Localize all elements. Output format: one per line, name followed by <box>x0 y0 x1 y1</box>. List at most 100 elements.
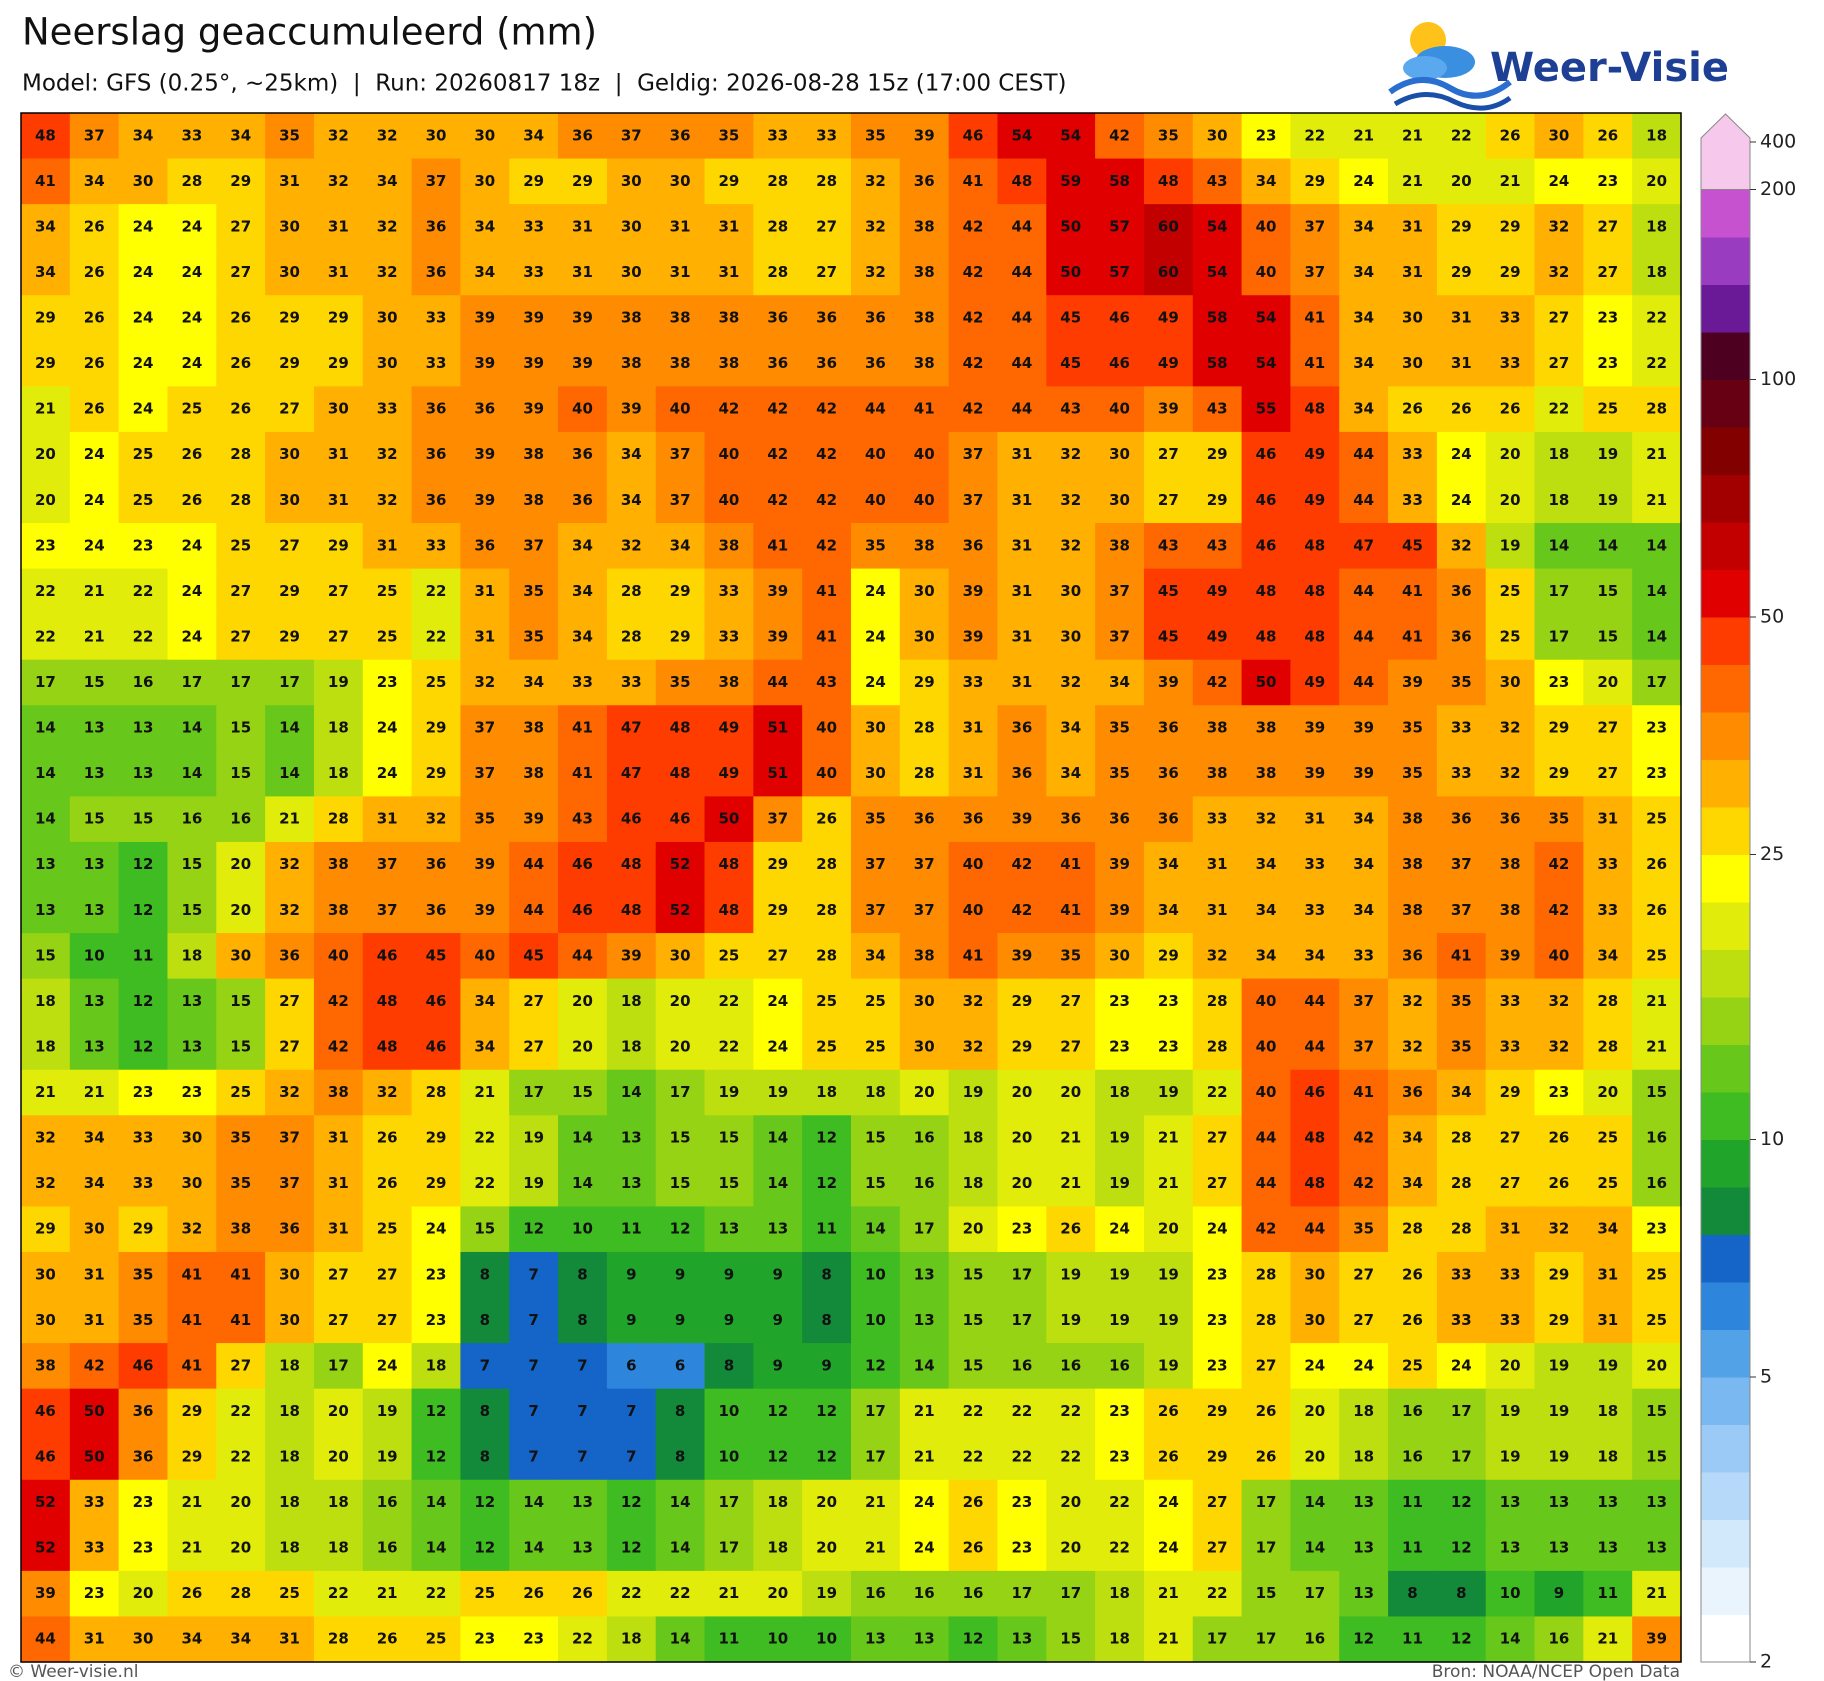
cell-label: 13 <box>572 1493 593 1511</box>
precip-cell <box>1192 705 1243 752</box>
precip-cell <box>509 705 559 752</box>
cell-label: 30 <box>328 400 349 418</box>
cell-label: 19 <box>377 1447 398 1465</box>
cell-label: 21 <box>1158 1584 1179 1602</box>
precip-cell <box>460 1570 510 1618</box>
precip-cell <box>899 477 950 524</box>
cell-label: 39 <box>1646 1630 1667 1648</box>
cell-label: 38 <box>719 309 740 327</box>
cell-label: 20 <box>1500 445 1521 463</box>
cell-label: 38 <box>1402 901 1423 919</box>
precip-cell <box>167 750 217 797</box>
cell-label: 31 <box>1597 810 1618 828</box>
cell-label: 24 <box>133 354 154 372</box>
cell-label: 12 <box>1451 1493 1472 1511</box>
footer-left: © Weer-visie.nl <box>8 1662 138 1681</box>
cell-label: 34 <box>1353 855 1374 873</box>
precip-cell <box>313 431 364 479</box>
cell-label: 8 <box>724 1356 734 1374</box>
precip-cell <box>753 659 803 706</box>
cell-label: 18 <box>1109 1083 1130 1101</box>
cell-label: 39 <box>1109 855 1130 873</box>
precip-cell <box>1485 705 1536 752</box>
cell-label: 16 <box>963 1584 984 1602</box>
precip-cell <box>216 386 266 433</box>
cell-label: 39 <box>474 354 495 372</box>
cell-label: 41 <box>1060 901 1081 919</box>
cell-label: 8 <box>577 1311 587 1329</box>
precip-cell <box>118 477 169 524</box>
precip-cell <box>704 568 754 615</box>
cell-label: 7 <box>528 1447 538 1465</box>
cell-label: 46 <box>1304 1083 1325 1101</box>
cell-label: 23 <box>1158 992 1179 1010</box>
precip-cell <box>313 523 364 570</box>
precip-cell <box>753 1343 803 1390</box>
cell-label: 18 <box>1549 445 1570 463</box>
cell-label: 29 <box>670 582 691 600</box>
cell-label: 13 <box>35 901 56 919</box>
cell-label: 28 <box>1256 1265 1277 1283</box>
cell-label: 45 <box>1158 627 1179 645</box>
cell-label: 33 <box>1451 719 1472 737</box>
cell-label: 33 <box>377 400 398 418</box>
cell-label: 20 <box>572 992 593 1010</box>
cell-label: 36 <box>767 354 788 372</box>
precip-cell <box>313 340 364 387</box>
precip-cell <box>655 705 706 752</box>
precip-cell <box>997 113 1047 160</box>
cell-label: 30 <box>181 1129 202 1147</box>
precip-cell <box>362 113 413 160</box>
precip-cell <box>69 249 120 296</box>
precip-cell <box>1436 1525 1487 1572</box>
cell-label: 33 <box>1451 764 1472 782</box>
cell-label: 46 <box>670 810 691 828</box>
precip-cell <box>118 614 169 661</box>
cell-label: 25 <box>1402 1356 1423 1374</box>
precip-cell <box>216 1479 266 1526</box>
cell-label: 31 <box>279 1630 300 1648</box>
cell-label: 22 <box>426 627 447 645</box>
precip-cell <box>1095 1525 1145 1572</box>
precip-cell <box>1241 1251 1292 1299</box>
precip-cell <box>460 113 510 160</box>
precip-cell <box>1632 1069 1682 1116</box>
cell-label: 21 <box>1158 1174 1179 1192</box>
cell-label: 13 <box>133 764 154 782</box>
cell-label: 20 <box>328 1447 349 1465</box>
colorbar-tick-label: 50 <box>1760 606 1784 628</box>
precip-cell <box>1143 933 1194 980</box>
cell-label: 42 <box>1549 855 1570 873</box>
precip-cell <box>558 204 608 251</box>
cell-label: 39 <box>35 1584 56 1602</box>
cell-label: 27 <box>377 1311 398 1329</box>
cell-label: 41 <box>914 400 935 418</box>
cell-label: 19 <box>1549 1356 1570 1374</box>
cell-label: 33 <box>1500 1265 1521 1283</box>
precip-cell <box>1192 1570 1243 1618</box>
precip-cell <box>802 796 852 843</box>
cell-label: 20 <box>35 491 56 509</box>
precip-cell <box>216 113 266 160</box>
cell-label: 18 <box>621 1630 642 1648</box>
cell-label: 48 <box>1304 400 1325 418</box>
cell-label: 13 <box>35 855 56 873</box>
cell-label: 24 <box>1451 491 1472 509</box>
cell-label: 28 <box>816 172 837 190</box>
precip-cell <box>704 1206 754 1253</box>
precip-cell <box>948 705 999 752</box>
precip-cell <box>997 295 1047 342</box>
cell-label: 30 <box>914 627 935 645</box>
precip-cell <box>509 796 559 843</box>
precip-cell <box>1290 431 1340 479</box>
cell-label: 38 <box>621 309 642 327</box>
cell-label: 14 <box>35 764 56 782</box>
cell-label: 34 <box>572 536 593 554</box>
precip-cell <box>216 1570 266 1618</box>
cell-label: 37 <box>621 126 642 144</box>
precip-cell <box>899 1525 950 1572</box>
cell-label: 52 <box>35 1493 56 1511</box>
cell-label: 19 <box>1549 1402 1570 1420</box>
precip-cell <box>1143 1069 1194 1116</box>
cell-label: 25 <box>1646 1265 1667 1283</box>
